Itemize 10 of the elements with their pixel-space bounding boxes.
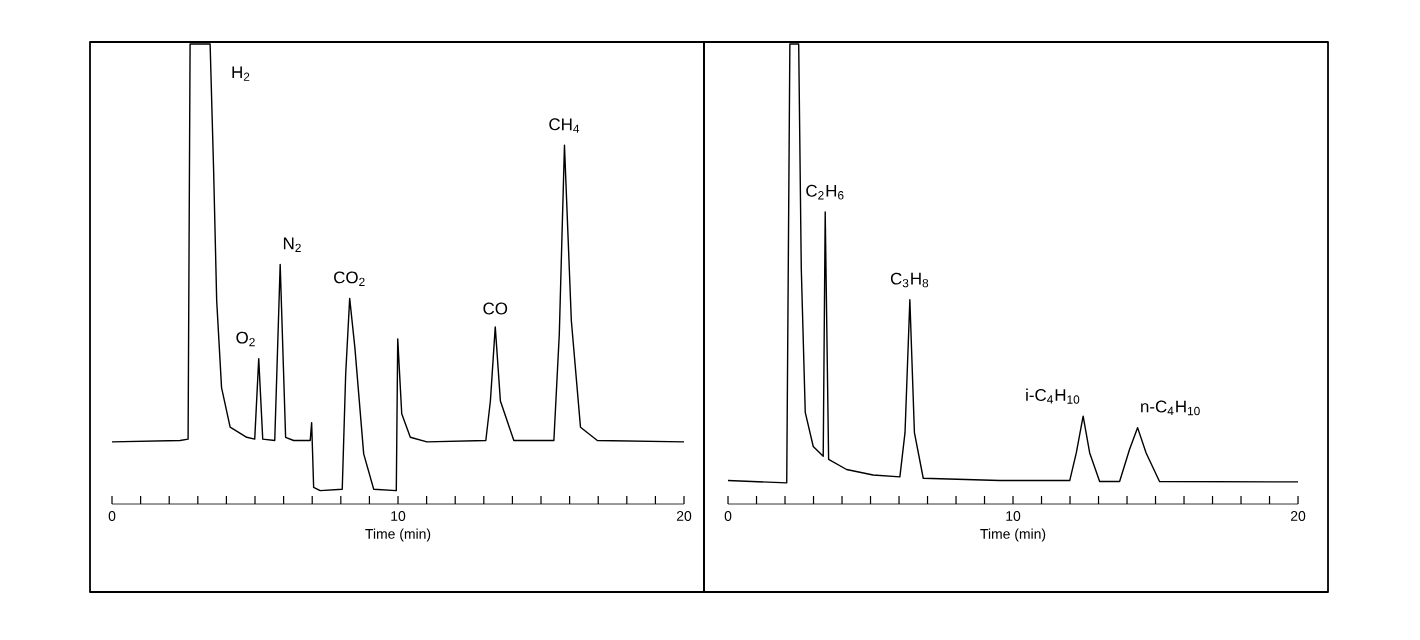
annotation: O$_{2}$ [236, 331, 255, 347]
annotation: n-C$_{4}$H$_{10}$ [1141, 400, 1200, 416]
annotation: H$_{2}$ [232, 66, 250, 81]
annotation: i-C$_{4}$H$_{10}$ [1026, 388, 1080, 404]
annotation: C$_{2}$H$_{6}$ [806, 184, 844, 200]
annotation: CO [483, 302, 508, 315]
annotation: CH$_{4}$ [549, 118, 580, 133]
annotation: CO$_{2}$ [334, 271, 365, 286]
annotation: C$_{3}$H$_{8}$ [890, 272, 929, 288]
annotation: N$_{2}$ [283, 237, 301, 252]
